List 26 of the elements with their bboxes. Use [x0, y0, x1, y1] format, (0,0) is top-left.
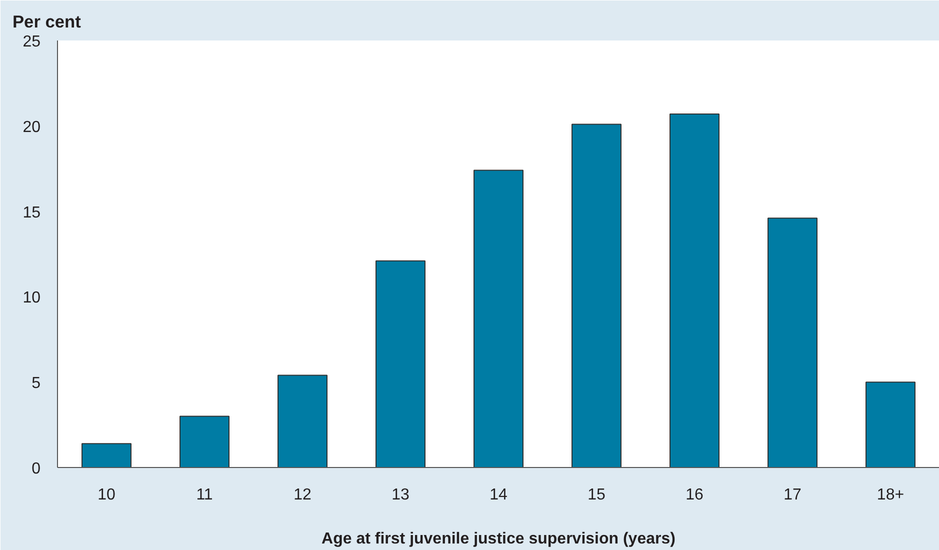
- x-tick-label: 15: [588, 486, 606, 504]
- bar: [670, 113, 720, 468]
- x-tick-label: 13: [392, 486, 410, 504]
- y-tick-label: 15: [22, 204, 41, 222]
- y-tick-label: 5: [32, 375, 41, 392]
- y-tick-label: 20: [22, 118, 41, 136]
- y-axis-title: Per cent: [12, 12, 82, 32]
- bar: [180, 416, 230, 468]
- x-tick-label: 14: [490, 486, 508, 504]
- x-tick-label: 16: [686, 486, 704, 504]
- x-tick-label: 11: [196, 486, 213, 504]
- bar: [572, 124, 622, 468]
- y-tick-label: 25: [22, 34, 41, 50]
- x-tick-label: 10: [98, 486, 116, 504]
- bar: [474, 170, 524, 468]
- x-tick-label: 18+: [876, 486, 904, 504]
- x-axis-title: Age at first juvenile justice supervision (years): [322, 530, 676, 548]
- bar: [82, 443, 132, 468]
- bar: [278, 374, 328, 468]
- bar: [866, 382, 916, 468]
- y-tick-label: 10: [22, 290, 41, 307]
- bar: [376, 260, 426, 468]
- x-tick-label: 17: [784, 486, 802, 504]
- y-tick-label: 0: [32, 460, 41, 478]
- x-tick-label: 12: [294, 486, 312, 504]
- bar: [768, 218, 818, 468]
